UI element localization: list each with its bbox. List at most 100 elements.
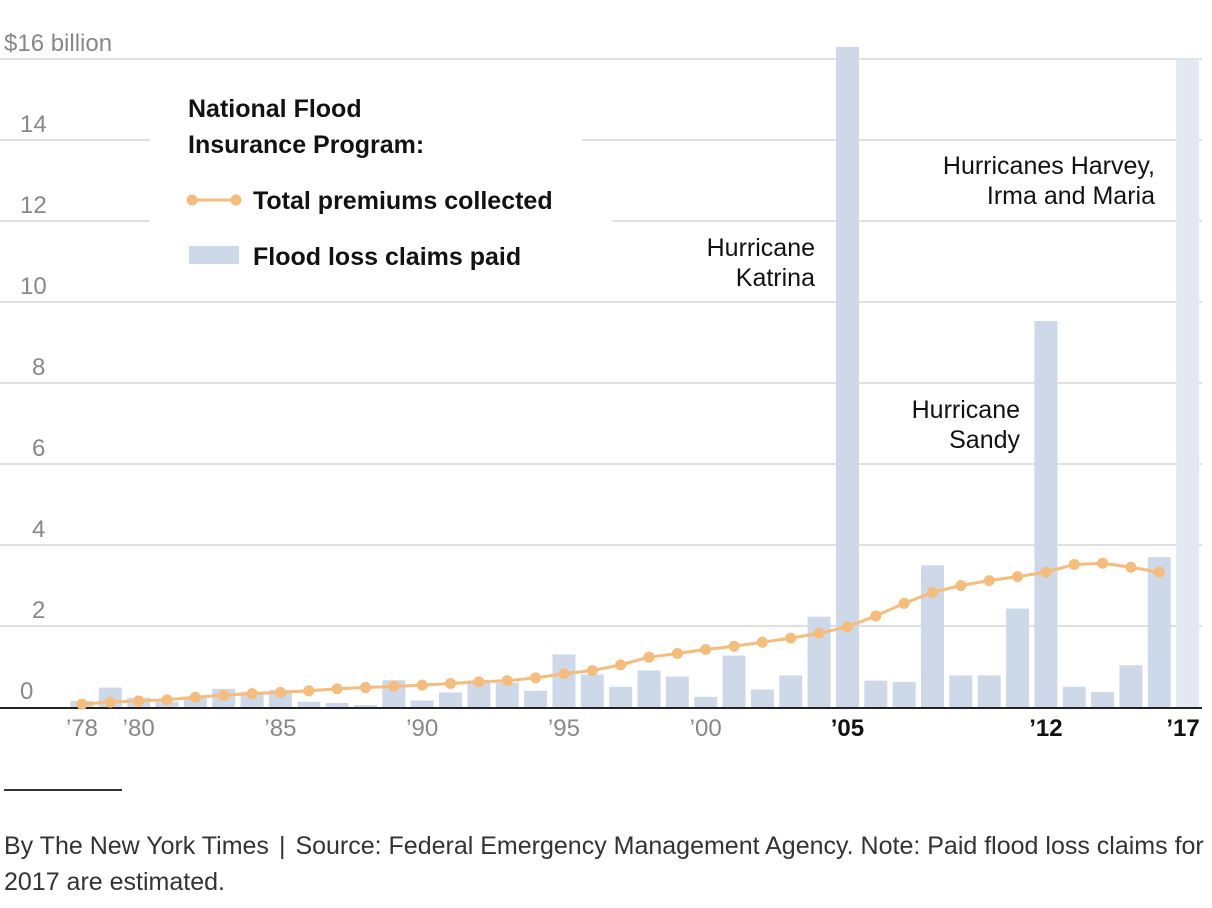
claims-bar [864,681,887,707]
premiums-point [1097,558,1108,569]
premiums-point [218,690,229,701]
footer-rule [4,789,122,791]
premiums-point [899,598,910,609]
y-tick-label: 4 [32,516,45,543]
chart: 0 2 4 6 8 10 12 14 $16 billion ’78 ’80 ’85 ’90 ’95 ’0… [0,0,1212,760]
claims-bar [326,703,349,707]
legend-title: National Flood Insurance Program: [188,95,424,159]
claims-bar [496,683,519,707]
claims-bar [1063,687,1086,707]
premiums-point [530,672,541,683]
premiums-point [842,621,853,632]
legend-bar-swatch [189,246,239,264]
premiums-point [275,687,286,698]
y-tick-label: 14 [20,111,47,138]
claims-bar [978,675,1001,707]
x-tick-label: ’80 [123,715,155,742]
x-tick-label: ’85 [264,715,296,742]
claims-bar [779,675,802,707]
y-tick-label: 8 [32,354,45,381]
premiums-point [105,697,116,708]
premiums-point [77,699,88,710]
premiums-point [1040,567,1051,578]
x-tick-label: ’17 [1166,715,1199,742]
legend-bar-label: Flood loss claims paid [253,243,521,271]
premiums-point [1125,562,1136,573]
claims-bar [609,687,632,707]
y-axis-labels: 0 2 4 6 8 10 12 14 $16 billion [4,30,112,705]
claims-bar [1119,665,1142,707]
premiums-point [1154,567,1165,578]
annotation-text: Hurricane Katrina [707,234,815,292]
claims-bar [1006,609,1029,707]
premiums-point [644,652,655,663]
premiums-point [672,648,683,659]
claims-bar [552,654,575,707]
claims-bar [638,671,661,707]
premiums-point [445,678,456,689]
premiums-point [955,580,966,591]
premiums-point [1012,571,1023,582]
claims-bar [1091,692,1114,707]
y-tick-label: 12 [20,192,47,219]
claims-bar [411,701,434,707]
legend-line-marker [187,195,198,206]
claims-bar [354,705,377,707]
y-tick-label: 2 [32,597,45,624]
premiums-point [502,675,513,686]
premiums-point [417,680,428,691]
annotation-line: Katrina [736,264,815,292]
premiums-point [473,676,484,687]
premiums-point [332,683,343,694]
x-tick-label: ’90 [406,715,438,742]
premiums-point [360,682,371,693]
premiums-point [729,641,740,652]
claims-bar [524,691,547,707]
premiums-point [615,659,626,670]
annotation-text: Hurricanes Harvey, Irma and Maria [943,152,1155,210]
legend: National Flood Insurance Program: Total pr… [187,95,553,271]
claims-bar [949,675,972,707]
premiums-point [700,644,711,655]
claims-bar [1034,321,1057,707]
premiums-point [870,610,881,621]
premiums-point [133,695,144,706]
claims-bar [893,682,916,707]
claims-bar [694,697,717,707]
claims-bar [723,656,746,707]
premiums-point [1069,559,1080,570]
premiums-point [587,665,598,676]
annotation-text: Hurricane Sandy [912,396,1021,454]
annotation-line: Hurricane [912,396,1020,424]
claims-bar [297,702,320,707]
x-tick-label: ’12 [1029,715,1062,742]
y-tick-label: 10 [20,273,47,300]
annotation-line: Irma and Maria [987,182,1155,210]
legend-line-label: Total premiums collected [253,187,553,215]
premiums-point [247,688,258,699]
claims-bar [921,565,944,707]
claims-bar [1176,59,1199,707]
annotation-line: Sandy [949,426,1020,454]
premiums-point [190,692,201,703]
credit-text: By The New York Times [4,832,269,860]
annotation-line: Hurricane [707,234,815,262]
premiums-point [814,628,825,639]
claims-bar [666,677,689,707]
y-tick-label: 0 [20,678,33,705]
legend-title-line: Insurance Program: [188,131,424,159]
premiums-point [558,668,569,679]
x-tick-label: ’05 [831,715,864,742]
claims-bar [439,692,462,707]
credit-separator: | [269,832,296,860]
premiums-point [303,685,314,696]
footer: By The New York Times | Source: Federal Em… [4,828,1204,900]
x-axis-labels: ’78 ’80 ’85 ’90 ’95 ’00 ’05 ’12 ’17 [66,715,1200,742]
claims-bar [836,47,859,707]
y-unit-label: $16 billion [4,30,112,57]
annotation-line: Hurricanes Harvey, [943,152,1155,180]
y-tick-label: 6 [32,435,45,462]
premiums-point [785,633,796,644]
x-tick-label: ’95 [548,715,580,742]
